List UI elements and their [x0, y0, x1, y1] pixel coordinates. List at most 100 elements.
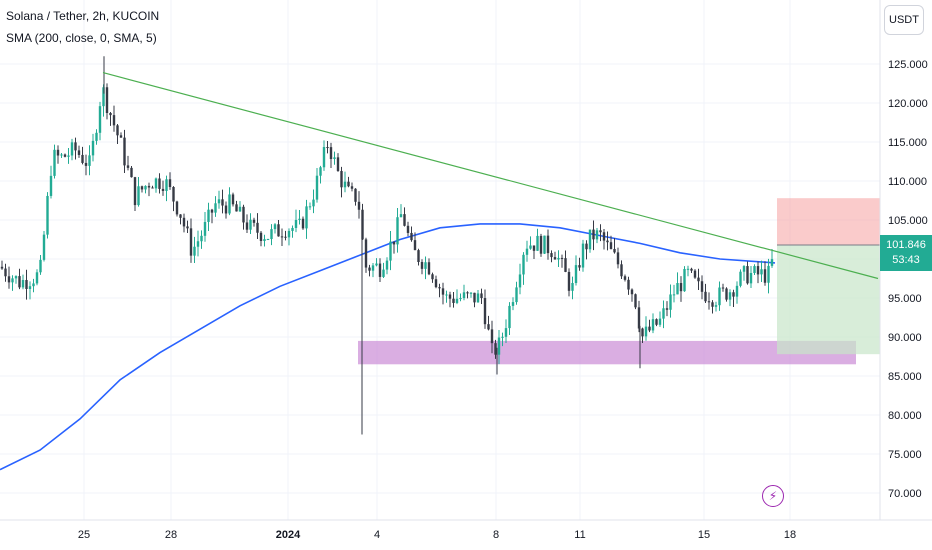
candle-body	[550, 253, 553, 258]
candle-body	[462, 292, 466, 299]
candle-body	[256, 222, 259, 233]
candle-body	[371, 265, 375, 271]
candle-body	[32, 283, 35, 287]
candle-body	[263, 239, 266, 241]
candle-body	[7, 276, 11, 283]
candle-body	[578, 265, 581, 268]
x-tick-label: 11	[574, 529, 585, 541]
candle-body	[756, 266, 760, 275]
candle-body	[494, 343, 497, 355]
candle-body	[560, 257, 564, 259]
candle-body	[504, 328, 508, 337]
candle-body	[60, 154, 63, 156]
candle-body	[42, 234, 46, 260]
candle-body	[483, 298, 487, 325]
candle-body	[165, 179, 168, 191]
candle-body	[147, 185, 151, 188]
candle-body	[497, 337, 501, 355]
candle-body	[707, 301, 711, 303]
candle-body	[25, 280, 28, 289]
candle-body	[315, 175, 319, 200]
candle-body	[539, 235, 543, 254]
candle-body	[179, 214, 182, 218]
candle-body	[4, 268, 7, 277]
candle-body	[501, 336, 504, 338]
candle-body	[651, 319, 655, 331]
candle-body	[711, 302, 714, 307]
candle-body	[683, 268, 686, 292]
candle-body	[354, 188, 357, 202]
candle-body	[340, 170, 343, 188]
candle-body	[620, 264, 623, 277]
candle-body	[217, 199, 221, 204]
candle-body	[525, 248, 529, 255]
candle-body	[0, 266, 4, 269]
candle-body	[448, 294, 452, 299]
candle-body	[249, 219, 252, 230]
candle-body	[676, 283, 679, 295]
candle-body	[382, 269, 385, 277]
candle-body	[574, 265, 578, 284]
candle-body	[207, 209, 210, 222]
candle-body	[564, 258, 567, 272]
candle-body	[175, 201, 179, 215]
candle-body	[210, 209, 214, 213]
candle-body	[242, 206, 245, 223]
candle-body	[350, 186, 354, 189]
candle-body	[441, 288, 445, 295]
candle-body	[361, 209, 364, 240]
candle-body	[305, 206, 308, 229]
candle-body	[18, 276, 21, 288]
candle-body	[424, 262, 427, 269]
candle-body	[109, 112, 112, 116]
candle-body	[536, 235, 539, 251]
support-zone	[358, 340, 856, 365]
candle-body	[469, 292, 473, 294]
candle-body	[291, 227, 294, 231]
candle-body	[480, 293, 483, 299]
candle-body	[144, 185, 147, 190]
candle-body	[126, 165, 130, 168]
candle-body	[368, 267, 371, 271]
candle-body	[613, 248, 616, 253]
candle-body	[735, 285, 739, 297]
candle-body	[130, 167, 133, 178]
lightning-icon[interactable]: ⚡︎	[762, 485, 784, 507]
candle-body	[616, 252, 620, 265]
candle-body	[452, 298, 455, 303]
candle-body	[413, 240, 417, 251]
candle-body	[196, 241, 200, 247]
candle-body	[392, 241, 396, 245]
candle-body	[172, 187, 175, 202]
candle-body	[508, 305, 511, 329]
candle-body	[742, 266, 746, 272]
candle-body	[161, 188, 165, 191]
candle-body	[721, 287, 725, 289]
candle-body	[641, 328, 644, 337]
candle-body	[746, 266, 749, 284]
candle-body	[14, 276, 18, 279]
candle-body	[84, 162, 88, 166]
candle-body	[91, 140, 95, 156]
candle-body	[326, 147, 329, 149]
y-tick-label: 115.000	[888, 137, 927, 149]
candle-body	[105, 87, 109, 113]
candle-body	[529, 245, 532, 249]
candle-body	[602, 232, 606, 241]
candle-body	[599, 230, 602, 233]
candle-body	[732, 292, 735, 297]
indicator-label[interactable]: SMA (200, close, 0, SMA, 5)	[6, 31, 157, 45]
candle-body	[658, 318, 662, 325]
candle-body	[322, 147, 326, 168]
candle-body	[259, 232, 263, 241]
currency-button[interactable]: USDT	[884, 5, 924, 35]
candle-body	[224, 205, 228, 214]
candle-body	[763, 269, 767, 283]
y-tick-label: 110.000	[888, 176, 927, 188]
chart-title: Solana / Tether, 2h, KUCOIN	[6, 9, 160, 23]
candle-body	[88, 155, 91, 166]
candle-body	[476, 293, 480, 303]
candle-body	[623, 276, 627, 280]
candle-body	[56, 149, 60, 156]
